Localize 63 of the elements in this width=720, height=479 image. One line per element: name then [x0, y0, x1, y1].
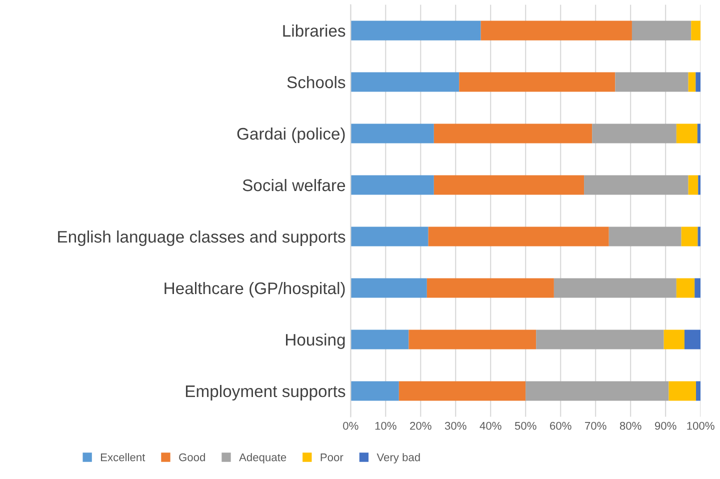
x-tick-label: 40%	[480, 422, 502, 430]
x-tick-label: 20%	[410, 422, 432, 430]
bar	[688, 72, 696, 92]
bar	[698, 226, 701, 246]
bar	[350, 381, 399, 401]
bar	[697, 124, 701, 144]
bar	[350, 226, 428, 246]
y-tick-label: Libraries	[283, 24, 346, 37]
bar	[592, 124, 676, 144]
bar	[526, 381, 669, 401]
bar	[615, 72, 688, 92]
bar	[434, 124, 592, 144]
bar	[696, 72, 701, 92]
y-tick-label: Employment supports	[186, 384, 346, 400]
bar	[428, 226, 609, 246]
x-tick-label: 80%	[620, 422, 642, 430]
bar	[691, 20, 701, 40]
bar	[668, 381, 696, 401]
bar	[459, 72, 616, 92]
bar	[408, 330, 536, 350]
x-tick-label: 70%	[585, 422, 606, 430]
bar	[350, 20, 481, 40]
bar	[480, 20, 632, 40]
bar	[608, 226, 682, 246]
bar	[698, 175, 701, 195]
legend-label: Poor	[320, 453, 344, 462]
legend-label: Excellent	[101, 453, 146, 462]
bar	[536, 330, 664, 350]
bar	[554, 278, 676, 298]
x-tick-label: 0%	[343, 422, 358, 430]
x-tick-label: 60%	[550, 422, 572, 430]
bar	[676, 278, 695, 298]
bar	[434, 175, 584, 195]
y-tick-label: Housing	[286, 333, 345, 349]
bar	[694, 278, 701, 298]
bar	[664, 330, 684, 350]
bar	[684, 330, 701, 350]
y-tick-label: English language classes and supports	[58, 230, 346, 246]
bar	[584, 175, 688, 195]
bar	[676, 124, 698, 144]
bar	[350, 278, 427, 298]
x-tick-label: 90%	[654, 422, 676, 430]
x-tick-label: 50%	[514, 422, 536, 430]
y-tick-label: Social welfare	[242, 178, 346, 192]
bar	[426, 278, 554, 298]
bar	[688, 175, 698, 195]
bar	[350, 175, 434, 195]
y-tick-label: Schools	[287, 76, 346, 88]
y-tick-label: Healthcare (GP/hospital)	[164, 282, 345, 298]
y-tick-label: Gardai (police)	[237, 127, 345, 144]
x-tick-label: 100%	[687, 422, 714, 430]
bar	[681, 226, 698, 246]
bar	[350, 124, 434, 144]
legend-label: Good	[179, 453, 205, 462]
bar	[350, 330, 409, 350]
legend-label: Adequate	[239, 453, 286, 464]
legend-label: Very bad	[376, 453, 420, 464]
bar	[696, 381, 701, 401]
bar	[632, 20, 692, 40]
x-tick-label: 10%	[375, 422, 396, 430]
bar	[398, 381, 526, 401]
bar	[350, 72, 460, 92]
x-tick-label: 30%	[444, 422, 466, 430]
